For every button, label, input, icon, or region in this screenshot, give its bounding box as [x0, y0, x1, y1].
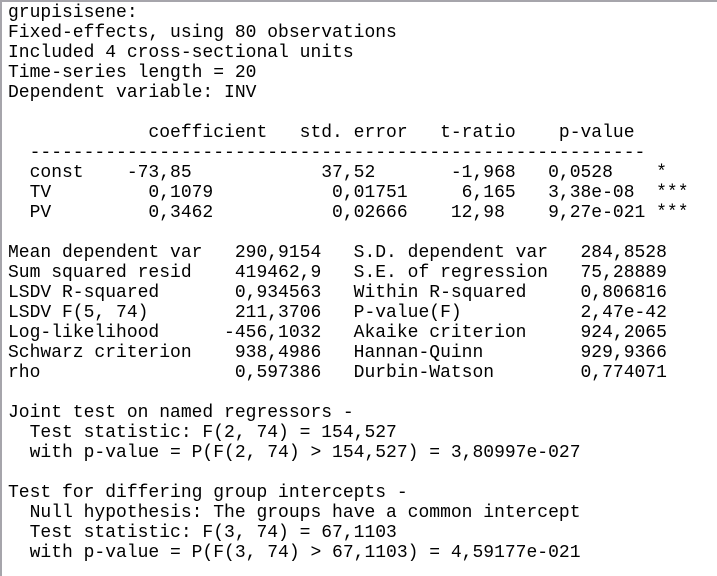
group-intercepts-test-title: Test for differing group intercepts -	[8, 483, 408, 503]
coef-row-pv: PV 0,3462 0,02666 12,98 9,27e-021 ***	[8, 203, 689, 223]
joint-test-title: Joint test on named regressors -	[8, 403, 354, 423]
blank-line	[8, 223, 717, 243]
joint-test-pvalue: with p-value = P(F(2, 74) > 154,527) = 3…	[8, 443, 581, 463]
stats-row-mean-sd: Mean dependent var 290,9154 S.D. depende…	[8, 243, 667, 263]
model-name-line: grupisisene:	[8, 3, 138, 23]
joint-test-statistic: Test statistic: F(2, 74) = 154,527	[8, 423, 397, 443]
coef-table-separator: ----------------------------------------…	[8, 143, 646, 163]
stats-row-rho-dw: rho 0,597386 Durbin-Watson 0,774071	[8, 363, 667, 383]
estimator-line: Fixed-effects, using 80 observations	[8, 23, 397, 43]
coef-row-const: const -73,85 37,52 -1,968 0,0528 *	[8, 163, 667, 183]
group-intercepts-statistic: Test statistic: F(3, 74) = 67,1103	[8, 523, 397, 543]
blank-line	[8, 383, 717, 403]
dependent-variable-line: Dependent variable: INV	[8, 83, 257, 103]
cross-sectional-units-line: Included 4 cross-sectional units	[8, 43, 354, 63]
blank-line	[8, 463, 717, 483]
coef-table-header: coefficient std. error t-ratio p-value	[8, 123, 635, 143]
stats-row-rsquared: LSDV R-squared 0,934563 Within R-squared…	[8, 283, 667, 303]
coef-row-tv: TV 0,1079 0,01751 6,165 3,38e-08 ***	[8, 183, 689, 203]
stats-row-schwarz-hq: Schwarz criterion 938,4986 Hannan-Quinn …	[8, 343, 667, 363]
stats-row-ssr-se: Sum squared resid 419462,9 S.E. of regre…	[8, 263, 667, 283]
time-series-length-line: Time-series length = 20	[8, 63, 257, 83]
group-intercepts-pvalue: with p-value = P(F(3, 74) > 67,1103) = 4…	[8, 543, 581, 563]
stats-row-f-pvalue: LSDV F(5, 74) 211,3706 P-value(F) 2,47e-…	[8, 303, 667, 323]
stats-row-loglik-aic: Log-likelihood -456,1032 Akaike criterio…	[8, 323, 667, 343]
group-intercepts-null-hypothesis: Null hypothesis: The groups have a commo…	[8, 503, 581, 523]
blank-line	[8, 103, 717, 123]
